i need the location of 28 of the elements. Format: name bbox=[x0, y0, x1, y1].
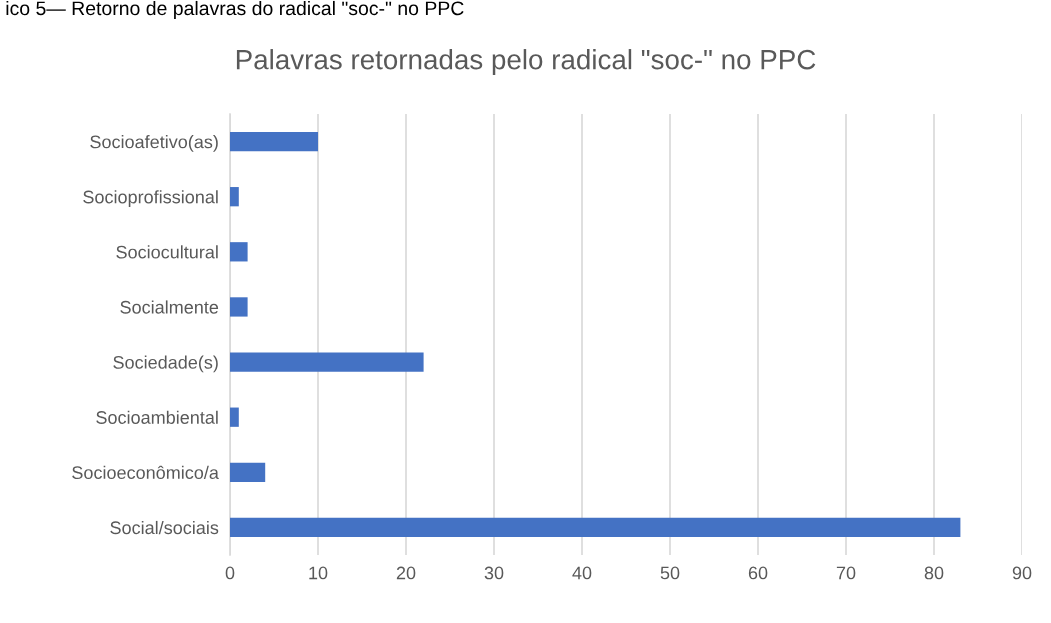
x-tick-label: 90 bbox=[1012, 566, 1032, 580]
bar bbox=[230, 187, 239, 207]
y-tick-label: Socioprofissional bbox=[83, 190, 218, 207]
bar bbox=[230, 407, 239, 427]
x-tick-label: 0 bbox=[225, 566, 235, 580]
y-tick-label: Sociocultural bbox=[116, 245, 218, 259]
x-tick-label: 60 bbox=[748, 566, 768, 580]
x-tick-label: 80 bbox=[924, 566, 944, 580]
x-tick-label: 40 bbox=[572, 566, 592, 580]
bar bbox=[230, 517, 961, 538]
y-tick-label: Social/sociais bbox=[110, 520, 219, 535]
y-tick-label: Socioafetivo(as) bbox=[90, 135, 218, 152]
chart-title: Palavras retornadas pelo radical "soc-" no PPC bbox=[236, 49, 816, 75]
y-tick-label: Socioeconômico/a bbox=[72, 465, 219, 480]
bar bbox=[230, 131, 318, 152]
x-tick-label: 10 bbox=[309, 566, 328, 580]
bar bbox=[230, 352, 424, 372]
x-tick-label: 50 bbox=[660, 566, 680, 580]
bar bbox=[230, 242, 248, 262]
x-tick-label: 70 bbox=[836, 566, 856, 580]
y-tick-label: Sociedade(s) bbox=[113, 355, 218, 373]
bar bbox=[230, 462, 266, 482]
x-tick-label: 20 bbox=[396, 566, 416, 580]
y-tick-label: Socioambiental bbox=[96, 410, 218, 424]
x-tick-label: 30 bbox=[484, 566, 504, 580]
y-tick-label: Socialmente bbox=[120, 300, 219, 314]
text: ico 5— Retorno de palavras do radical "soc-" no PPC bbox=[6, 0, 464, 20]
bar bbox=[230, 297, 248, 317]
